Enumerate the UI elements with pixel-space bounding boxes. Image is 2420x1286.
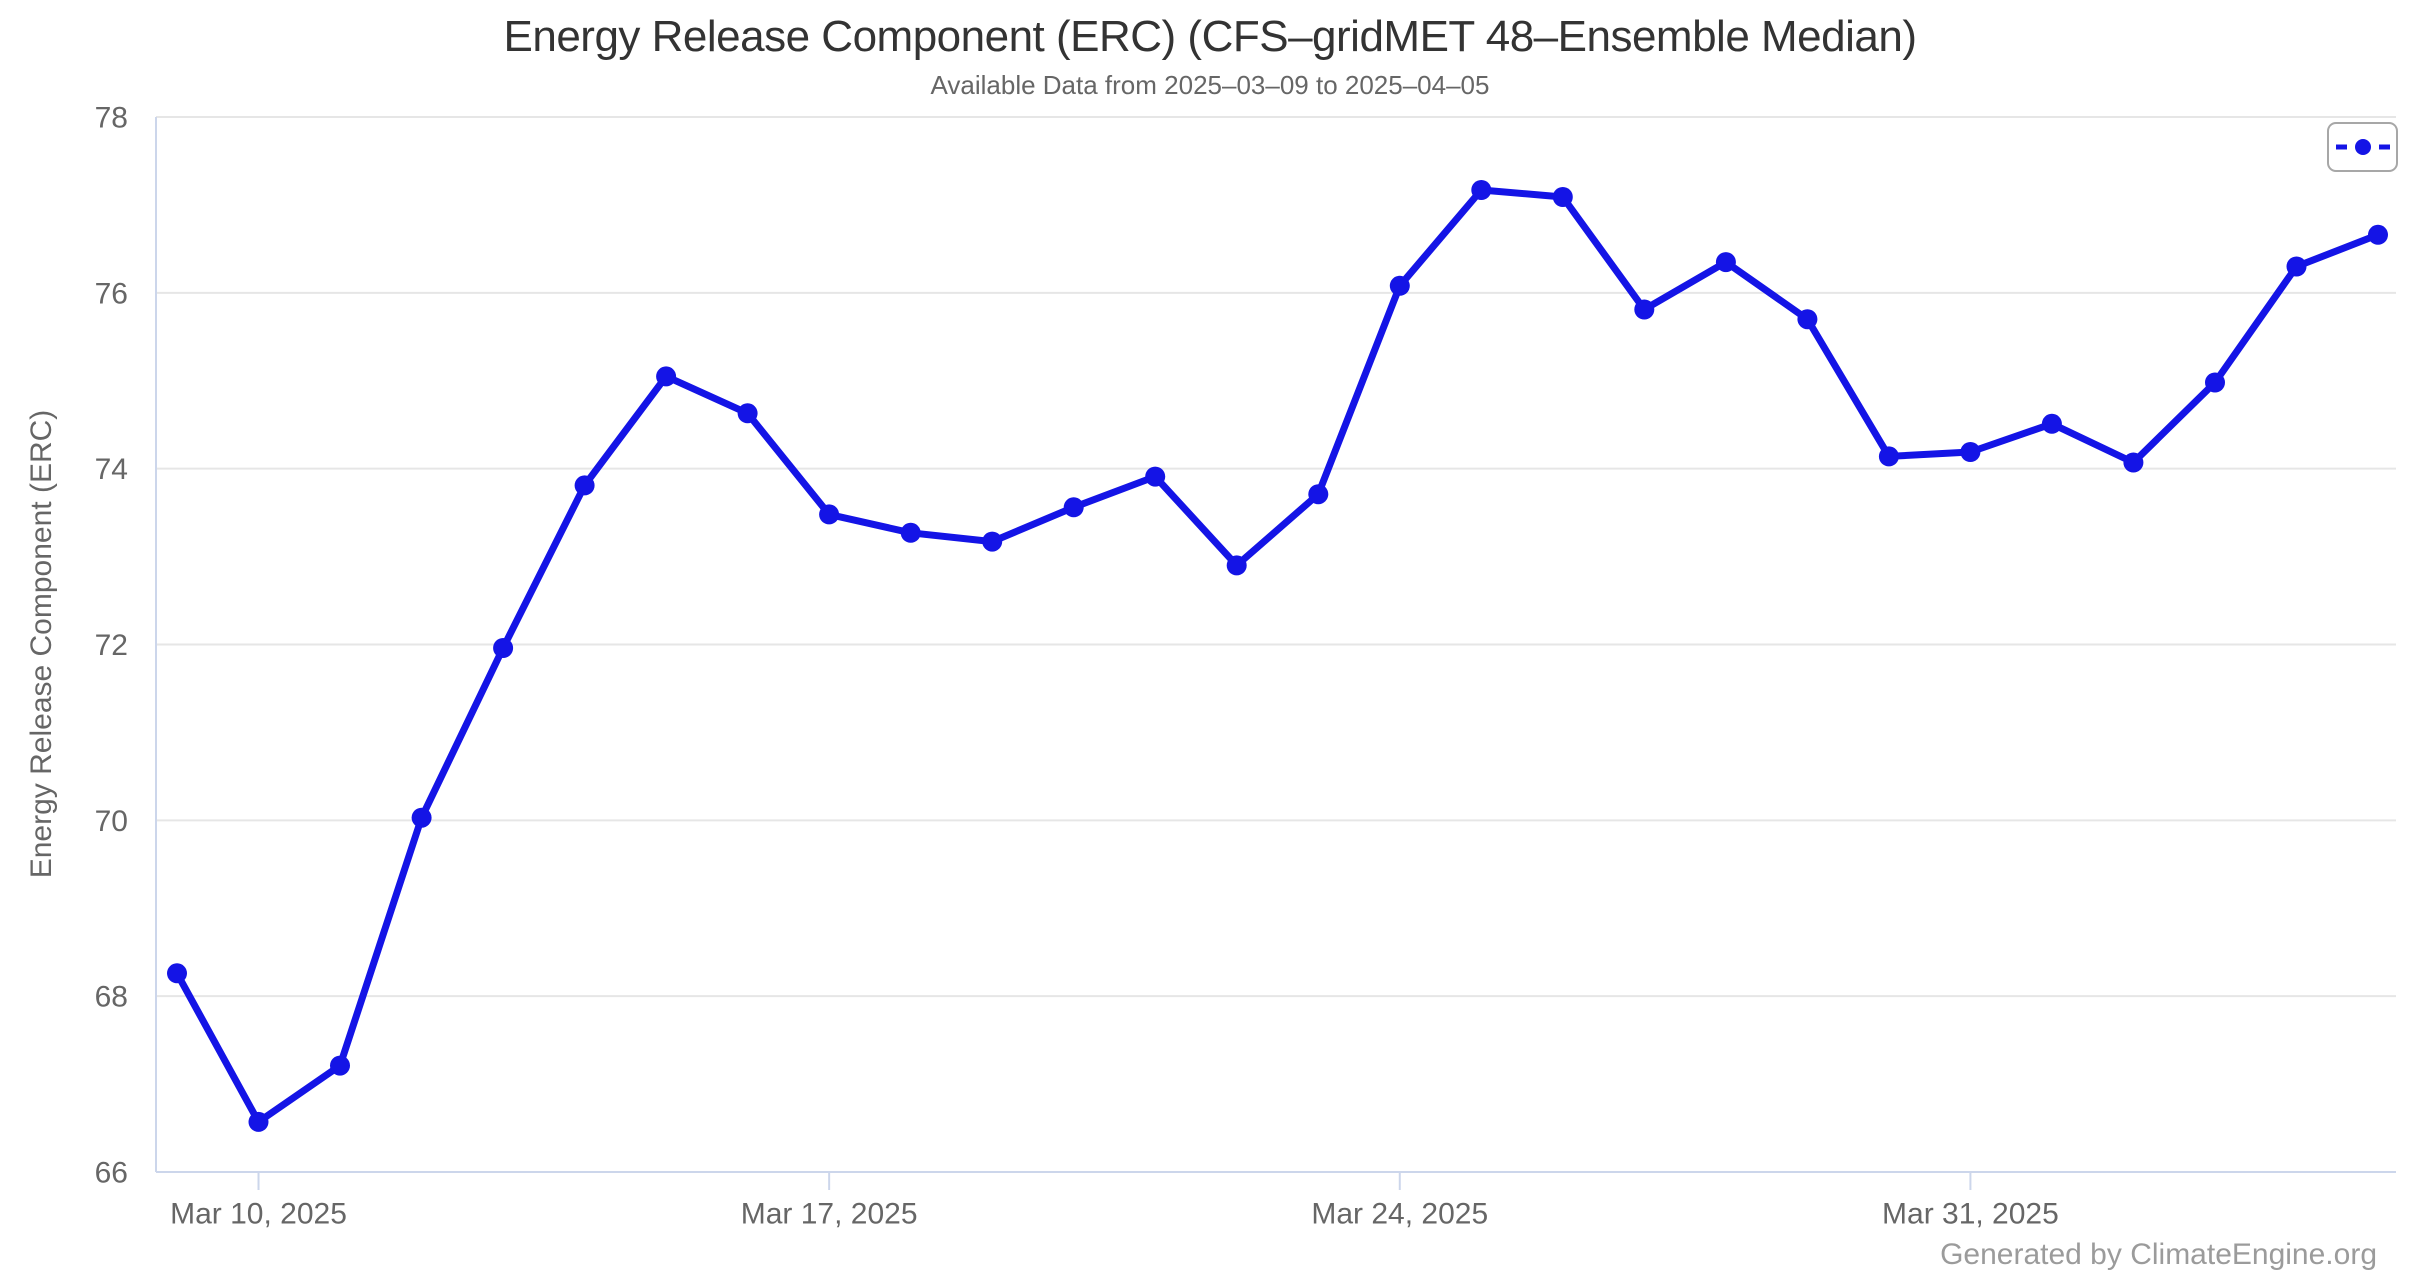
erc-data-point[interactable] bbox=[900, 522, 921, 543]
erc-data-point[interactable] bbox=[1226, 555, 1247, 576]
x-axis-label: Mar 10, 2025 bbox=[170, 1198, 347, 1231]
erc-data-point[interactable] bbox=[248, 1111, 269, 1132]
erc-data-point[interactable] bbox=[737, 403, 758, 424]
legend-dot bbox=[2354, 139, 2371, 155]
x-axis-label: Mar 24, 2025 bbox=[1311, 1198, 1488, 1231]
legend[interactable] bbox=[2327, 122, 2398, 172]
erc-data-point[interactable] bbox=[1634, 299, 1655, 320]
erc-data-point[interactable] bbox=[2368, 224, 2388, 245]
y-axis-label: 70 bbox=[95, 805, 128, 838]
y-axis-label: 76 bbox=[95, 277, 128, 310]
erc-data-point[interactable] bbox=[1797, 309, 1818, 330]
erc-data-point[interactable] bbox=[1471, 180, 1492, 200]
erc-series-line bbox=[173, 186, 2382, 1126]
y-axis-label: 78 bbox=[95, 102, 128, 135]
erc-data-point[interactable] bbox=[1552, 187, 1573, 207]
y-axis-label: 66 bbox=[95, 1157, 128, 1190]
erc-data-point[interactable] bbox=[819, 504, 840, 525]
erc-data-point[interactable] bbox=[1715, 252, 1736, 273]
erc-data-point[interactable] bbox=[411, 807, 432, 828]
legend-series-marker-icon bbox=[2335, 139, 2390, 155]
erc-data-point[interactable] bbox=[574, 475, 595, 496]
erc-data-point[interactable] bbox=[2123, 452, 2144, 473]
erc-data-point[interactable] bbox=[656, 366, 677, 387]
erc-data-point[interactable] bbox=[2041, 413, 2062, 434]
erc-data-point[interactable] bbox=[1145, 466, 1166, 487]
credits-link[interactable]: Generated by ClimateEngine.org bbox=[1940, 1238, 2377, 1271]
erc-data-point[interactable] bbox=[493, 638, 514, 658]
erc-data-point[interactable] bbox=[2205, 372, 2225, 393]
erc-data-point[interactable] bbox=[2286, 256, 2307, 277]
erc-data-point[interactable] bbox=[982, 531, 1003, 552]
erc-data-point[interactable] bbox=[1308, 484, 1329, 505]
y-axis-label: 72 bbox=[95, 629, 128, 662]
erc-data-point[interactable] bbox=[167, 963, 187, 984]
chart-title: Energy Release Component (ERC) (CFS–grid… bbox=[503, 12, 1917, 61]
erc-data-point[interactable] bbox=[1960, 442, 1981, 462]
chart-subtitle: Available Data from 2025–03–09 to 2025–0… bbox=[930, 70, 1490, 100]
erc-data-point[interactable] bbox=[1389, 275, 1410, 296]
erc-data-point[interactable] bbox=[1063, 497, 1084, 518]
erc-data-point[interactable] bbox=[1878, 446, 1899, 467]
y-axis-label: 74 bbox=[95, 453, 128, 486]
y-axis-label: 68 bbox=[95, 981, 128, 1014]
x-axis-label: Mar 17, 2025 bbox=[741, 1198, 918, 1231]
erc-data-point[interactable] bbox=[330, 1055, 350, 1076]
x-axis-label: Mar 31, 2025 bbox=[1882, 1198, 2059, 1231]
